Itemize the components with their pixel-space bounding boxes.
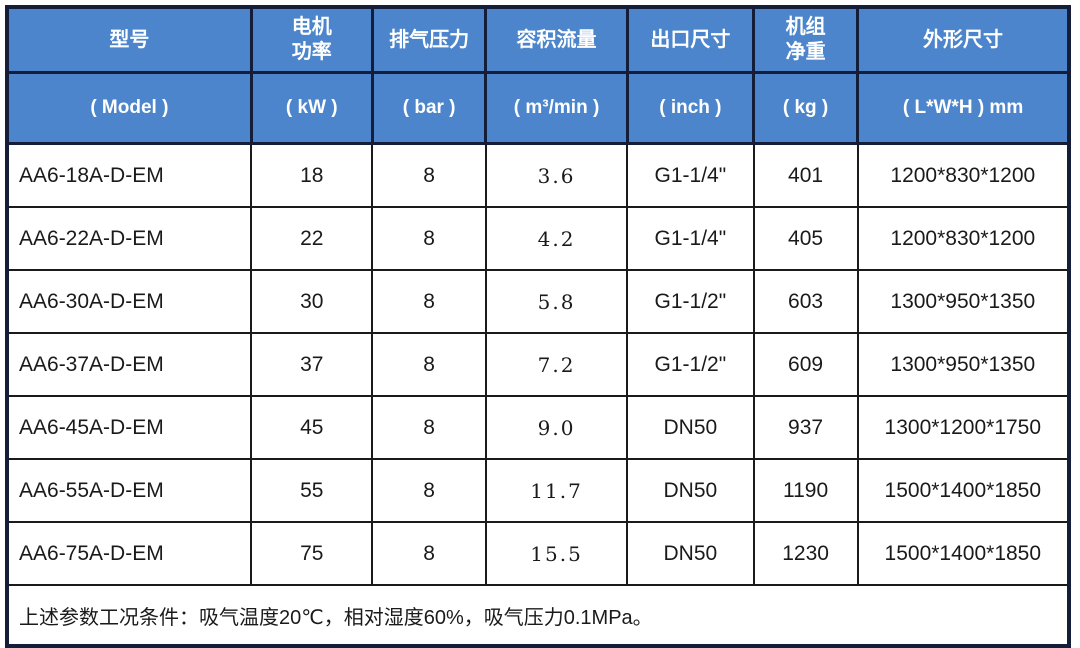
- unit-model: ( Model ): [5, 71, 253, 145]
- cell-model: AA6-45A-D-EM: [5, 395, 253, 460]
- unit-outlet-size: ( inch ): [625, 71, 756, 145]
- unit-motor-power: ( kW ): [249, 71, 374, 145]
- cell-dimensions: 1200*830*1200: [856, 142, 1071, 208]
- footnote-text: 上述参数工况条件：吸气温度20℃，相对湿度60%，吸气压力0.1MPa。: [5, 584, 1071, 648]
- cell-discharge-pressure: 8: [371, 269, 487, 334]
- cell-motor-power: 18: [250, 142, 374, 208]
- table-header: 型号 电机 功率 排气压力 容积流量 出口尺寸 机组 净重 外形尺寸 ( Mod…: [5, 5, 1071, 145]
- table-footer: 上述参数工况条件：吸气温度20℃，相对湿度60%，吸气压力0.1MPa。: [5, 584, 1071, 648]
- cell-volume-flow: 9.0: [484, 395, 629, 460]
- table-row: AA6-18A-D-EM 18 8 3.6 G1-1/4" 401 1200*830*120…: [5, 142, 1071, 208]
- header-dimensions: 外形尺寸: [856, 5, 1071, 74]
- cell-outlet-size: G1-1/2": [626, 332, 755, 397]
- cell-motor-power: 30: [250, 269, 374, 334]
- cell-model: AA6-30A-D-EM: [5, 269, 253, 334]
- cell-volume-flow: 7.2: [484, 332, 629, 397]
- cell-outlet-size: G1-1/4": [626, 142, 755, 208]
- unit-net-weight: ( kg ): [752, 71, 860, 145]
- cell-dimensions: 1300*950*1350: [856, 332, 1071, 397]
- spec-table-container: 型号 电机 功率 排气压力 容积流量 出口尺寸 机组 净重 外形尺寸 ( Mod…: [5, 5, 1071, 648]
- cell-model: AA6-75A-D-EM: [5, 521, 253, 586]
- cell-net-weight: 1230: [752, 521, 859, 586]
- header-volume-flow: 容积流量: [484, 5, 629, 74]
- cell-dimensions: 1300*950*1350: [856, 269, 1071, 334]
- cell-dimensions: 1300*1200*1750: [856, 395, 1071, 460]
- cell-volume-flow: 5.8: [484, 269, 629, 334]
- cell-discharge-pressure: 8: [371, 395, 487, 460]
- cell-discharge-pressure: 8: [371, 206, 487, 271]
- cell-motor-power: 55: [250, 458, 374, 523]
- cell-model: AA6-55A-D-EM: [5, 458, 253, 523]
- cell-net-weight: 937: [752, 395, 859, 460]
- cell-net-weight: 401: [752, 142, 859, 208]
- cell-net-weight: 609: [752, 332, 859, 397]
- cell-net-weight: 1190: [752, 458, 859, 523]
- cell-volume-flow: 11.7: [484, 458, 629, 523]
- header-unit-row: ( Model ) ( kW ) ( bar ) ( m³/min ) ( in…: [5, 71, 1071, 145]
- cell-volume-flow: 3.6: [484, 142, 629, 208]
- header-outlet-size: 出口尺寸: [625, 5, 756, 74]
- cell-model: AA6-22A-D-EM: [5, 206, 253, 271]
- cell-dimensions: 1500*1400*1850: [856, 458, 1071, 523]
- header-title-row: 型号 电机 功率 排气压力 容积流量 出口尺寸 机组 净重 外形尺寸: [5, 5, 1071, 74]
- cell-net-weight: 603: [752, 269, 859, 334]
- cell-motor-power: 37: [250, 332, 374, 397]
- table-row: AA6-30A-D-EM 30 8 5.8 G1-1/2" 603 1300*950*135…: [5, 269, 1071, 334]
- table-row: AA6-45A-D-EM 45 8 9.0 DN50 937 1300*1200*1750: [5, 395, 1071, 460]
- cell-volume-flow: 4.2: [484, 206, 629, 271]
- cell-net-weight: 405: [752, 206, 859, 271]
- cell-motor-power: 22: [250, 206, 374, 271]
- table-row: AA6-55A-D-EM 55 8 11.7 DN50 1190 1500*1400*185…: [5, 458, 1071, 523]
- table-body: AA6-18A-D-EM 18 8 3.6 G1-1/4" 401 1200*830*120…: [5, 142, 1071, 586]
- spec-table: 型号 电机 功率 排气压力 容积流量 出口尺寸 机组 净重 外形尺寸 ( Mod…: [5, 5, 1071, 648]
- cell-discharge-pressure: 8: [371, 332, 487, 397]
- cell-dimensions: 1200*830*1200: [856, 206, 1071, 271]
- unit-dimensions: ( L*W*H ) mm: [856, 71, 1071, 145]
- cell-volume-flow: 15.5: [484, 521, 629, 586]
- header-discharge-pressure: 排气压力: [370, 5, 488, 74]
- header-motor-power: 电机 功率: [249, 5, 374, 74]
- cell-discharge-pressure: 8: [371, 458, 487, 523]
- cell-outlet-size: DN50: [626, 521, 755, 586]
- cell-outlet-size: G1-1/2": [626, 269, 755, 334]
- header-model: 型号: [5, 5, 253, 74]
- cell-outlet-size: DN50: [626, 395, 755, 460]
- cell-outlet-size: G1-1/4": [626, 206, 755, 271]
- unit-discharge-pressure: ( bar ): [370, 71, 488, 145]
- unit-volume-flow: ( m³/min ): [484, 71, 629, 145]
- table-row: AA6-37A-D-EM 37 8 7.2 G1-1/2" 609 1300*950*135…: [5, 332, 1071, 397]
- cell-discharge-pressure: 8: [371, 142, 487, 208]
- table-row: AA6-22A-D-EM 22 8 4.2 G1-1/4" 405 1200*830*120…: [5, 206, 1071, 271]
- footnote-row: 上述参数工况条件：吸气温度20℃，相对湿度60%，吸气压力0.1MPa。: [5, 584, 1071, 648]
- cell-motor-power: 45: [250, 395, 374, 460]
- cell-discharge-pressure: 8: [371, 521, 487, 586]
- table-row: AA6-75A-D-EM 75 8 15.5 DN50 1230 1500*1400*185…: [5, 521, 1071, 586]
- cell-dimensions: 1500*1400*1850: [856, 521, 1071, 586]
- cell-motor-power: 75: [250, 521, 374, 586]
- cell-model: AA6-18A-D-EM: [5, 142, 253, 208]
- cell-outlet-size: DN50: [626, 458, 755, 523]
- cell-model: AA6-37A-D-EM: [5, 332, 253, 397]
- header-net-weight: 机组 净重: [752, 5, 860, 74]
